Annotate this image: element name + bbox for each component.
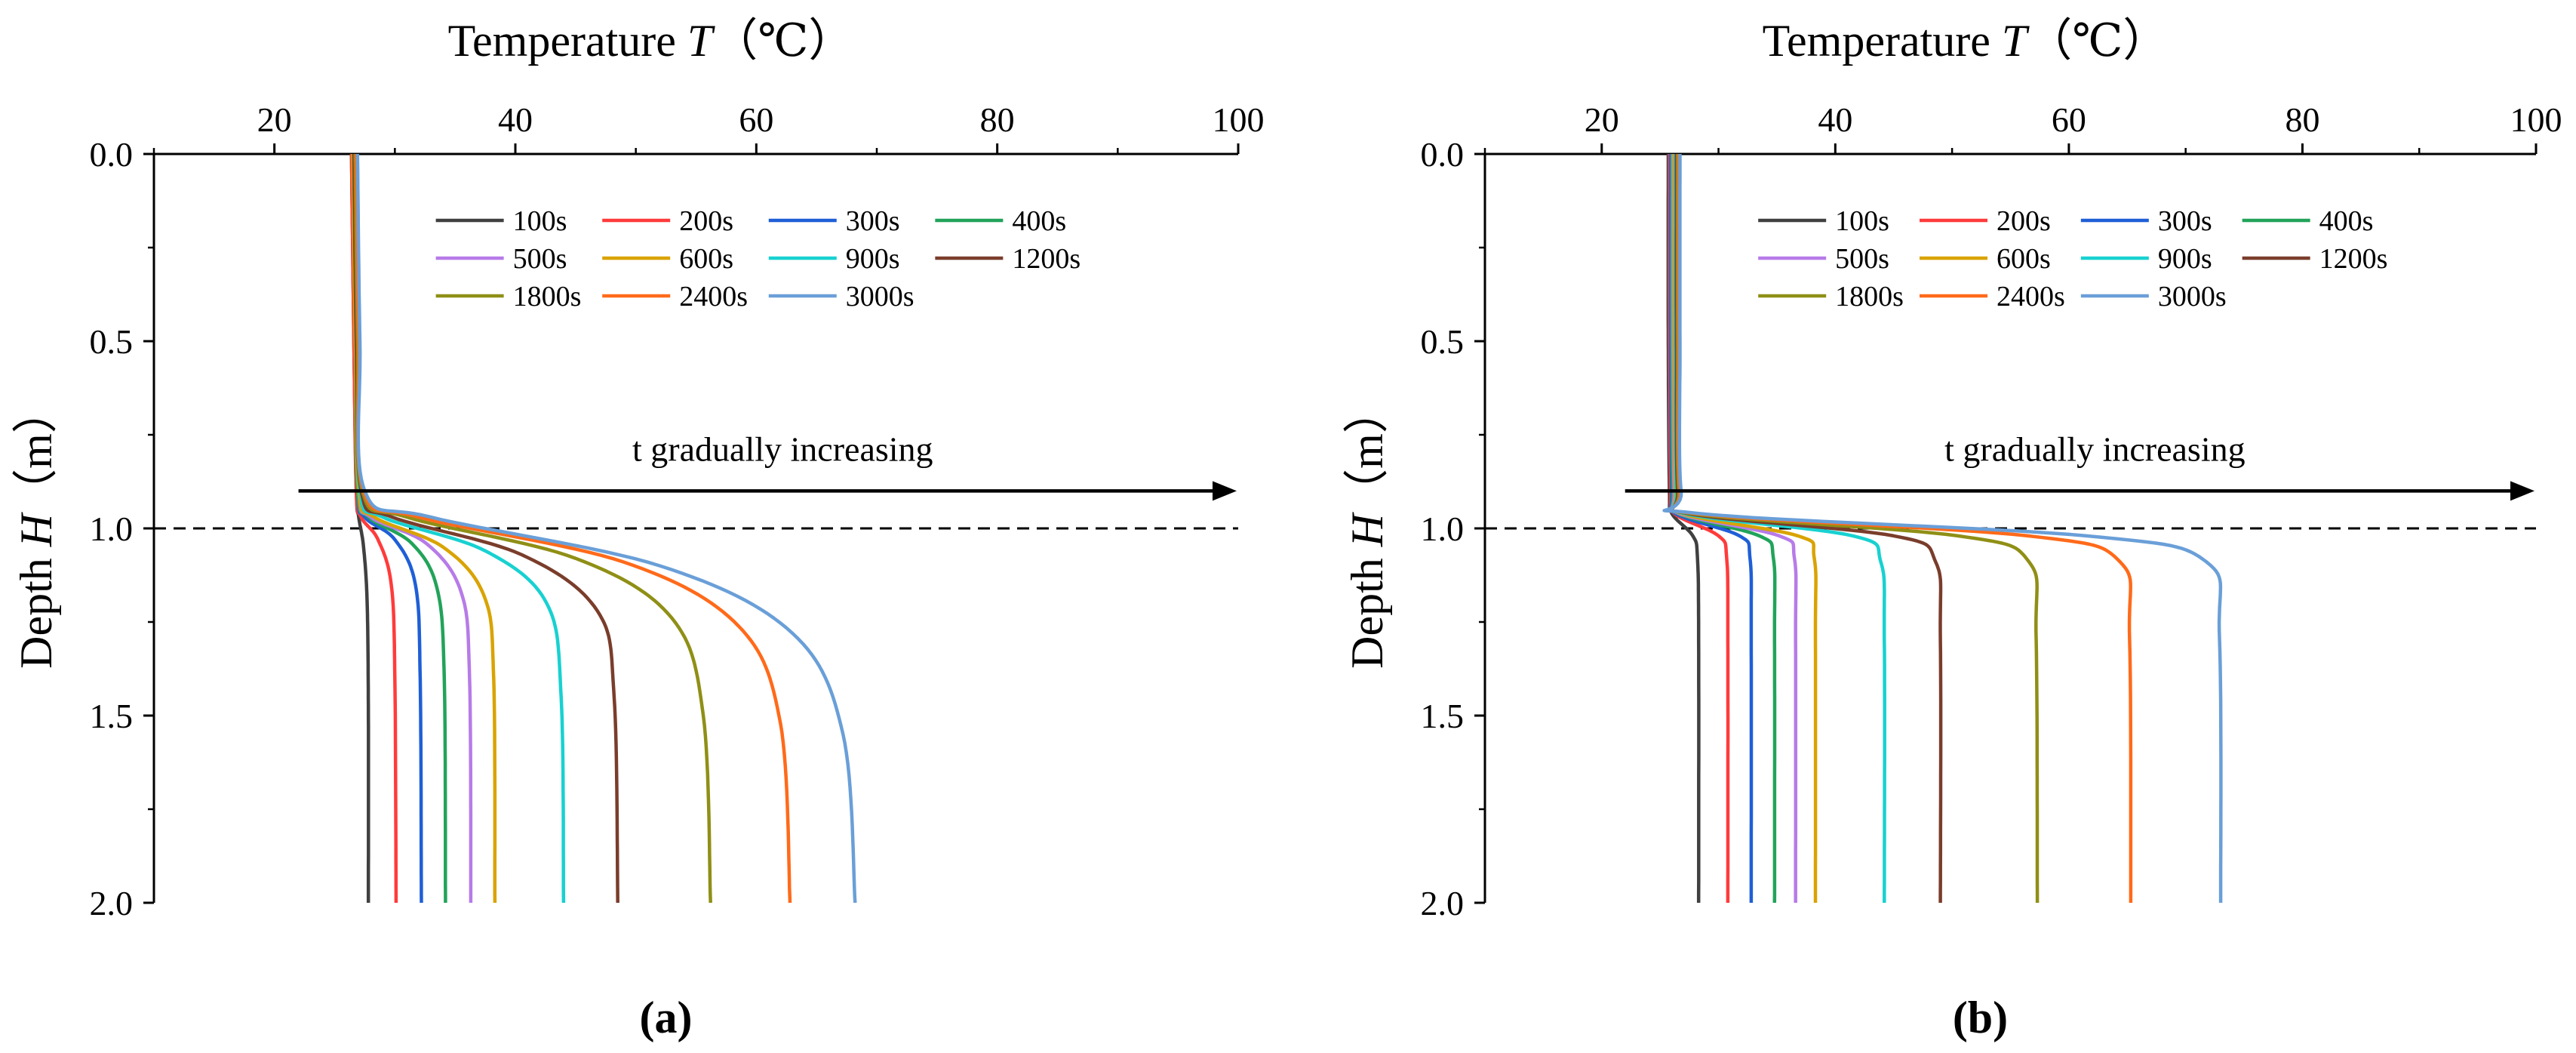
legend-label: 600s (679, 243, 733, 275)
y-axis-title: Depth H（m） (1342, 388, 1392, 669)
x-tick-label: 20 (257, 100, 292, 139)
x-tick-label: 60 (2052, 100, 2086, 139)
legend-label: 900s (2158, 243, 2212, 275)
x-tick-label: 100 (1213, 100, 1265, 139)
legend-label: 2400s (1997, 281, 2065, 313)
legend-label: 2400s (679, 281, 748, 313)
panel-a: 20 40 60 80 100 0.0 0.5 1.0 1.5 2.0 Temperature T（… (11, 16, 1265, 1042)
x-axis-title: Temperature T（℃） (1763, 16, 2169, 66)
x-tick-label: 100 (2510, 100, 2562, 139)
arrow-annotation: t gradually increasing (632, 430, 933, 468)
panel-b: 20 40 60 80 100 0.0 0.5 1.0 1.5 2.0 Temperature T（… (1342, 16, 2562, 1042)
legend-label: 3000s (846, 281, 915, 313)
arrow-head (2510, 481, 2535, 501)
y-tick-label: 1.5 (1421, 697, 1465, 735)
y-tick-label: 2.0 (90, 884, 134, 922)
legend-label: 500s (1835, 243, 1889, 275)
x-axis-title: Temperature T（℃） (448, 16, 854, 66)
x-tick-label: 80 (980, 100, 1015, 139)
legend-label: 600s (1997, 243, 2051, 275)
x-tick-label: 40 (1818, 100, 1852, 139)
legend-label: 100s (513, 205, 567, 237)
y-tick-label: 0.0 (1421, 135, 1465, 174)
legend-label: 200s (1997, 205, 2051, 237)
series-line-3000s (1662, 154, 2223, 903)
legend-label: 1200s (2319, 243, 2388, 275)
x-tick-label: 80 (2285, 100, 2319, 139)
legend-label: 200s (679, 205, 733, 237)
panel-label: (a) (640, 993, 693, 1042)
legend-label: 100s (1835, 205, 1889, 237)
legend-label: 300s (846, 205, 900, 237)
y-tick-label: 2.0 (1421, 884, 1465, 922)
x-tick-label: 60 (739, 100, 773, 139)
legend-label: 1800s (1835, 281, 1904, 313)
x-tick-label: 20 (1585, 100, 1619, 139)
y-tick-label: 1.0 (90, 510, 134, 548)
panel-label: (b) (1953, 993, 2008, 1042)
x-tick-label: 40 (498, 100, 533, 139)
y-tick-label: 0.5 (1421, 322, 1465, 361)
y-tick-label: 1.0 (1421, 510, 1465, 548)
y-tick-label: 0.5 (90, 322, 134, 361)
legend-label: 1200s (1012, 243, 1081, 275)
legend-label: 300s (2158, 205, 2212, 237)
arrow-head (1213, 481, 1237, 501)
series-line-3000s (355, 153, 857, 904)
legend-label: 900s (846, 243, 900, 275)
legend-label: 3000s (2158, 281, 2227, 313)
legend-label: 400s (2319, 205, 2374, 237)
y-tick-label: 0.0 (90, 135, 134, 174)
y-tick-label: 1.5 (90, 697, 134, 735)
legend-label: 400s (1012, 205, 1066, 237)
legend-label: 1800s (513, 281, 582, 313)
y-axis-title: Depth H（m） (11, 388, 61, 669)
arrow-annotation: t gradually increasing (1944, 430, 2246, 468)
legend-label: 500s (513, 243, 567, 275)
